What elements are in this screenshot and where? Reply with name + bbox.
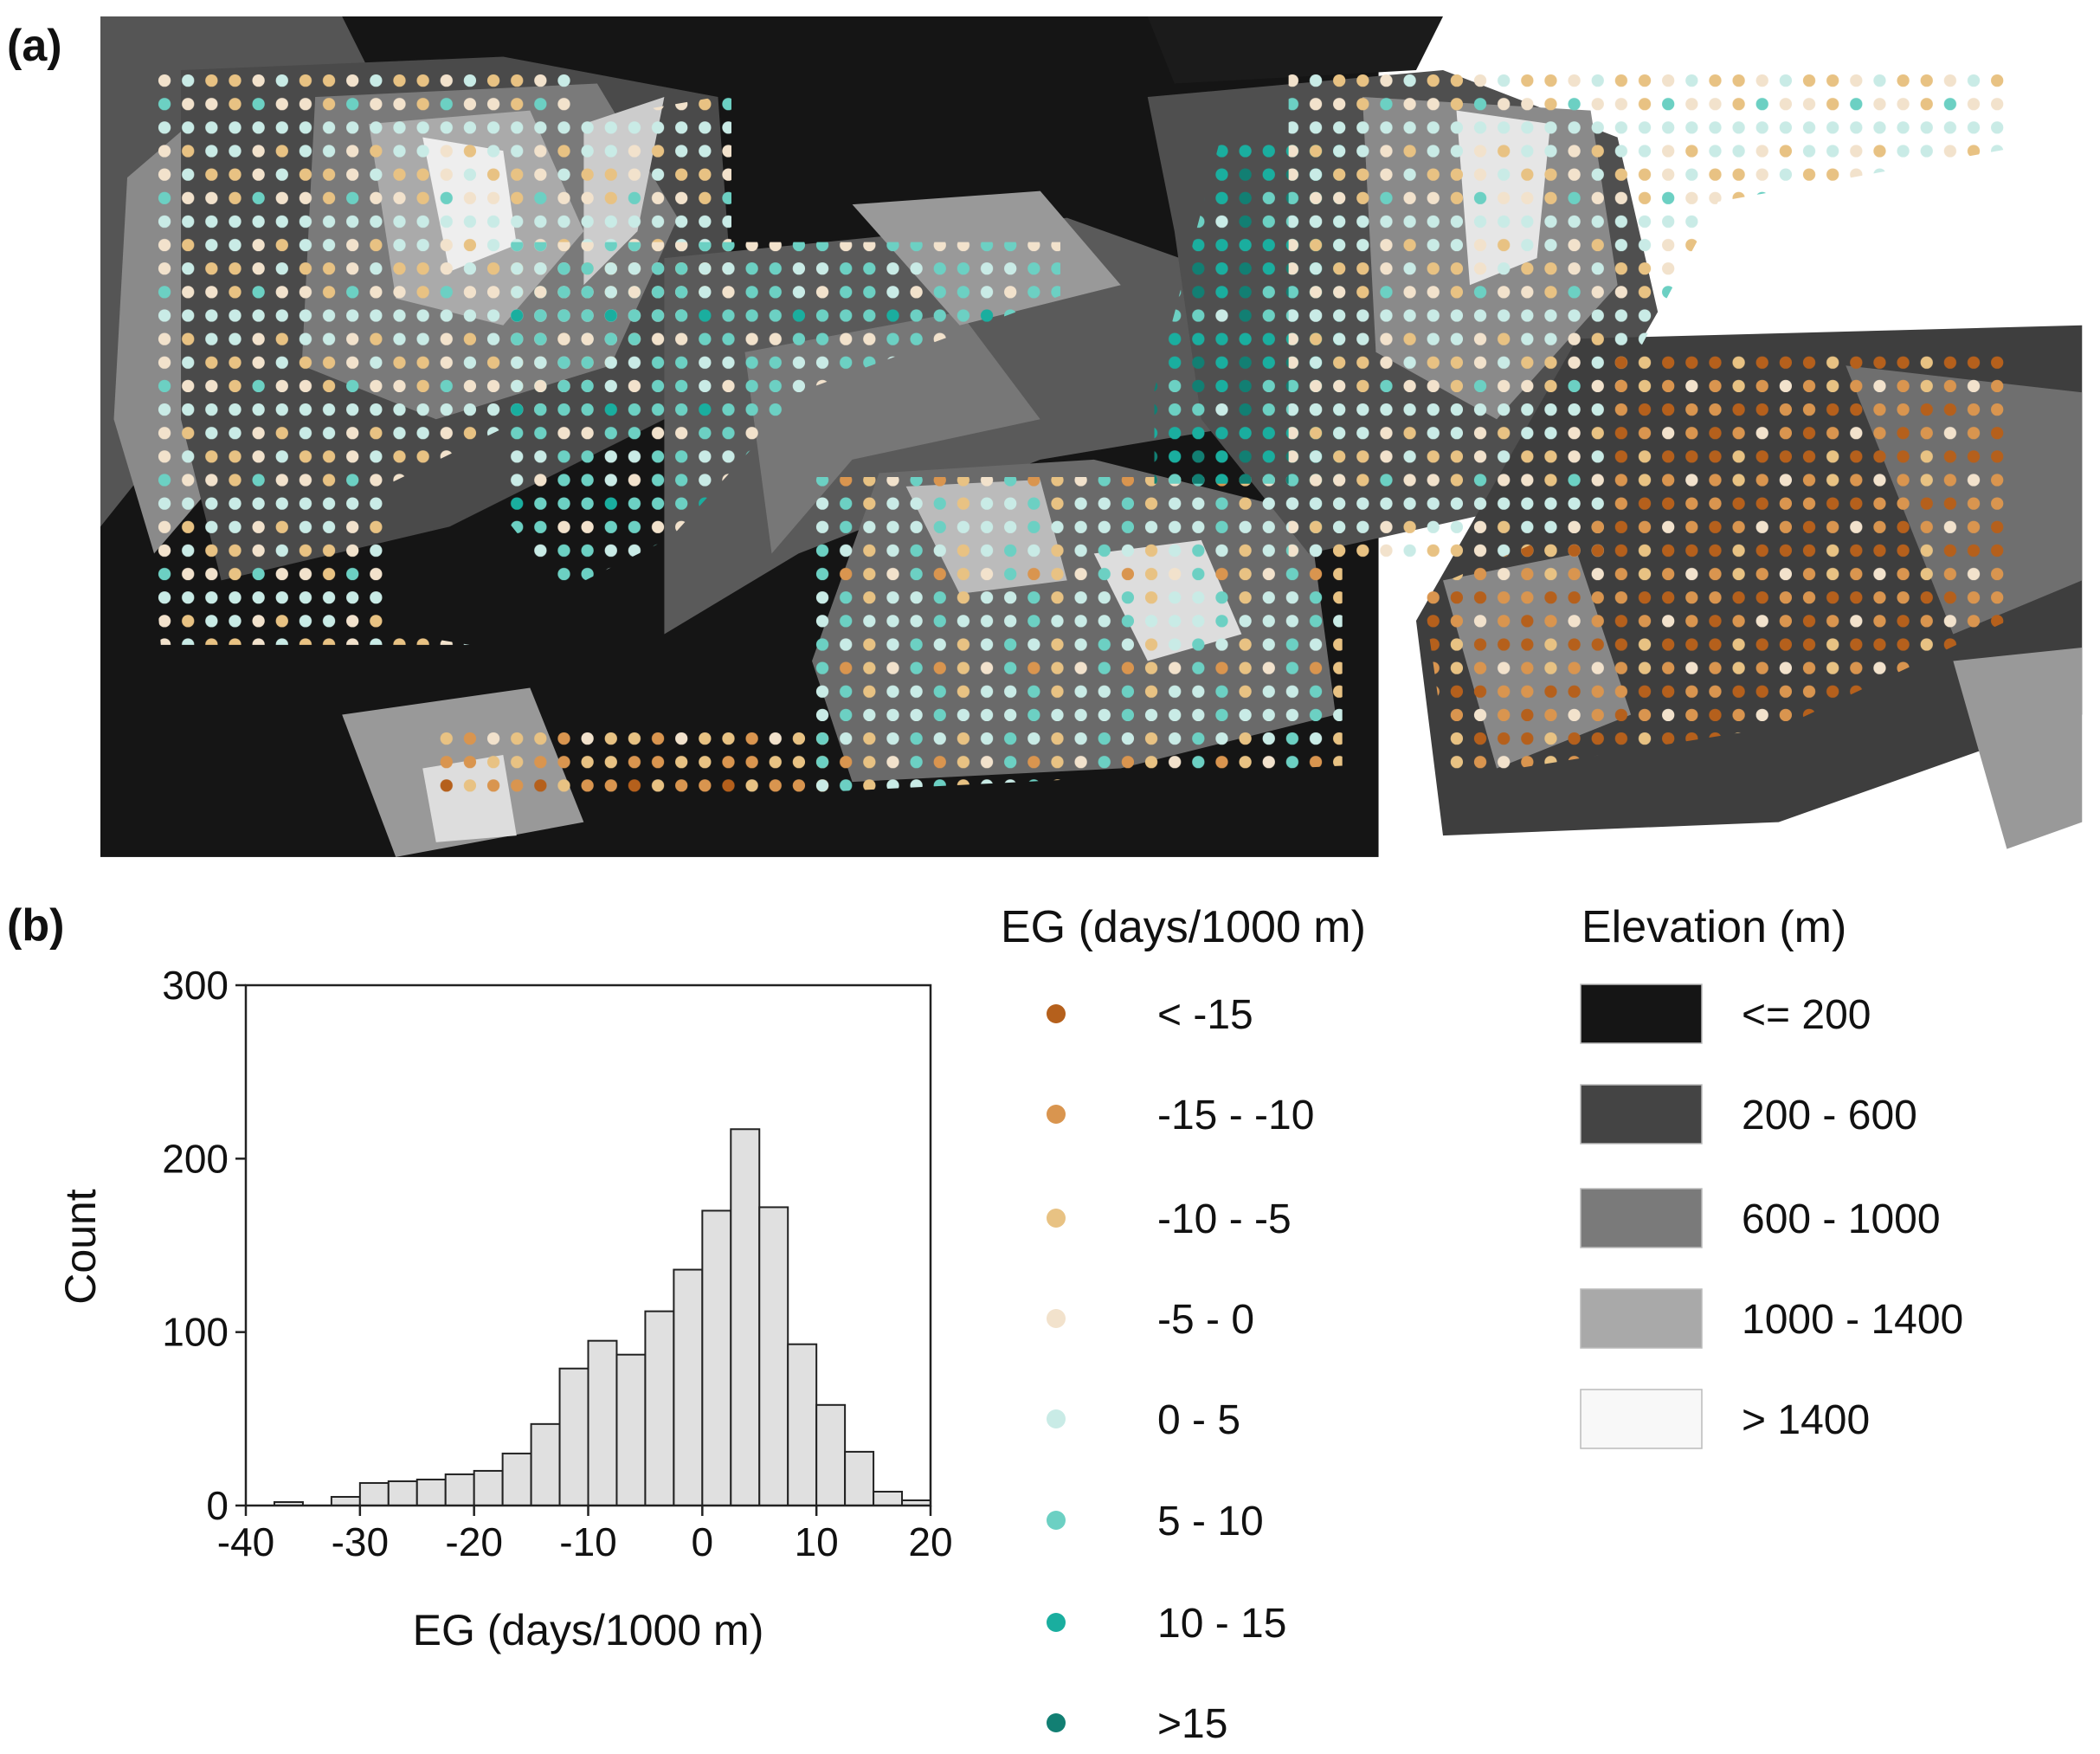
bar xyxy=(673,1268,704,1506)
x-tick-label: 0 xyxy=(692,1519,714,1564)
sample-dots xyxy=(154,67,2014,793)
dot-field xyxy=(510,242,1060,591)
legend-swatch xyxy=(1580,1084,1703,1145)
bar xyxy=(730,1128,761,1506)
bar xyxy=(444,1473,475,1506)
legend-label: 10 - 15 xyxy=(1157,1601,1286,1647)
y-tick-label: 200 xyxy=(162,1136,229,1181)
x-tick-label: -20 xyxy=(445,1519,502,1564)
x-tick-label: -10 xyxy=(559,1519,616,1564)
bar xyxy=(530,1422,561,1507)
bar xyxy=(873,1490,904,1507)
dot-field xyxy=(428,725,833,793)
bar xyxy=(644,1310,675,1507)
x-tick-label: -40 xyxy=(217,1519,274,1564)
x-tick-label: -30 xyxy=(332,1519,389,1564)
x-tick-label: 20 xyxy=(908,1519,952,1564)
x-axis-label: EG (days/1000 m) xyxy=(413,1606,764,1654)
bar xyxy=(330,1495,361,1506)
legend-label: 5 - 10 xyxy=(1157,1499,1264,1544)
legend-label: <= 200 xyxy=(1742,992,1871,1038)
legend-title: Elevation (m) xyxy=(1581,902,1846,952)
legend-swatch xyxy=(1580,1288,1703,1349)
legend-label: >15 xyxy=(1157,1701,1227,1747)
legend-label: 600 - 1000 xyxy=(1742,1196,1941,1242)
legend-title: EG (days/1000 m) xyxy=(1001,902,1366,952)
panel-label: (b) xyxy=(7,900,64,951)
legend-label: -10 - -5 xyxy=(1157,1196,1292,1242)
bar xyxy=(758,1206,789,1506)
bar xyxy=(615,1353,647,1506)
legend-swatch xyxy=(1580,983,1703,1044)
legend-dot xyxy=(1047,1105,1066,1124)
bar xyxy=(701,1209,732,1507)
legend-dot xyxy=(1047,1409,1066,1428)
panel-label: (a) xyxy=(7,21,62,71)
legend-label: -15 - -10 xyxy=(1157,1093,1314,1138)
legend-label: -5 - 0 xyxy=(1157,1297,1254,1343)
legend-dot xyxy=(1047,1613,1066,1632)
bar xyxy=(558,1367,589,1507)
bar xyxy=(844,1450,875,1506)
y-tick-label: 100 xyxy=(162,1310,229,1355)
dot-field xyxy=(154,67,731,645)
legend-dot xyxy=(1047,1309,1066,1328)
legend-dot xyxy=(1047,1209,1066,1228)
y-tick-label: 300 xyxy=(162,963,229,1008)
y-tick-label: 0 xyxy=(206,1483,229,1528)
bar xyxy=(501,1452,532,1507)
legends: EG (days/1000 m) < -15 -15 - -10 -10 - -5 -5… xyxy=(1001,902,1963,1747)
legend-swatch xyxy=(1580,1389,1703,1449)
bar xyxy=(815,1403,847,1506)
legend-label: 1000 - 1400 xyxy=(1742,1297,1963,1343)
histogram: 0 100 200 300 -40 -30 -20 -10 0 10 20 EG (days/1000… xyxy=(56,963,953,1654)
legend-dot xyxy=(1047,1713,1066,1732)
legend-label: 200 - 600 xyxy=(1742,1093,1917,1138)
x-tick-label: 10 xyxy=(795,1519,839,1564)
legend-label: 0 - 5 xyxy=(1157,1397,1240,1443)
bar xyxy=(787,1343,818,1506)
dot-field xyxy=(1422,349,2014,779)
bar xyxy=(415,1478,447,1506)
bar xyxy=(387,1480,418,1507)
dot-field xyxy=(1288,67,2014,564)
bar xyxy=(473,1469,504,1507)
bar xyxy=(358,1481,390,1506)
legend-dot xyxy=(1047,1004,1066,1023)
bar xyxy=(587,1339,618,1507)
legend-label: > 1400 xyxy=(1742,1397,1870,1443)
legend-swatch xyxy=(1580,1188,1703,1248)
y-axis-label: Count xyxy=(56,1189,105,1305)
legend-dot xyxy=(1047,1511,1066,1530)
map xyxy=(100,16,2083,857)
dot-field xyxy=(812,476,1343,793)
legend-label: < -15 xyxy=(1157,992,1253,1038)
